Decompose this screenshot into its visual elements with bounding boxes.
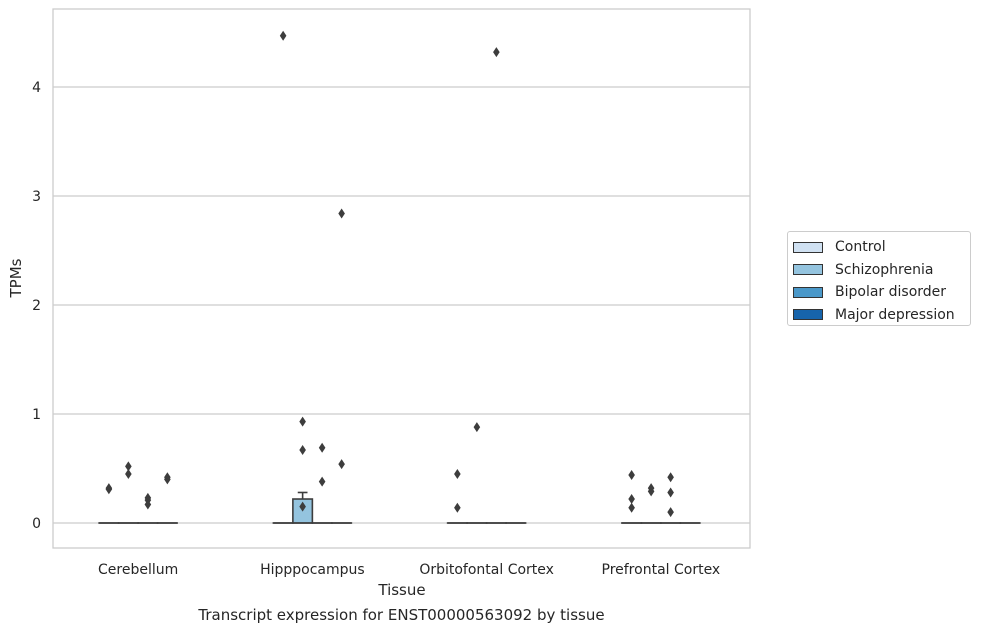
x-tick-label: Hipppocampus bbox=[260, 562, 365, 578]
x-tick-labels: Cerebellum Hipppocampus Orbitofontal Corte… bbox=[98, 562, 720, 578]
outlier-point bbox=[144, 499, 152, 510]
outlier-point bbox=[628, 494, 635, 505]
x-tick-label: Cerebellum bbox=[98, 562, 178, 578]
outlier-point bbox=[318, 442, 326, 453]
outlier-point bbox=[454, 468, 461, 479]
outlier-point bbox=[318, 476, 326, 487]
outlier-point bbox=[667, 507, 674, 518]
gridlines bbox=[53, 86, 750, 524]
y-tick-label: 3 bbox=[32, 189, 41, 205]
outlier-point bbox=[454, 502, 461, 513]
legend-swatch bbox=[793, 241, 823, 253]
legend-item: Bipolar disorder bbox=[793, 281, 970, 304]
legend-label: Bipolar disorder bbox=[835, 284, 947, 301]
legend: Control Schizophrenia Bipolar disorder Majo… bbox=[787, 231, 971, 326]
x-tick-label: Prefrontal Cortex bbox=[602, 562, 721, 578]
y-tick-label: 1 bbox=[32, 407, 41, 423]
y-tick-labels: 0 1 2 3 4 bbox=[32, 80, 41, 532]
legend-item: Major depression bbox=[793, 304, 970, 327]
outliers-layer bbox=[105, 30, 674, 518]
legend-label: Major depression bbox=[835, 306, 955, 323]
outlier-point bbox=[299, 416, 306, 427]
y-tick-label: 2 bbox=[32, 298, 41, 314]
x-tick-label: Orbitofontal Cortex bbox=[419, 562, 554, 578]
boxes-layer bbox=[98, 491, 701, 524]
outlier-point bbox=[125, 468, 132, 479]
legend-swatch bbox=[793, 286, 823, 298]
outlier-point bbox=[105, 484, 113, 495]
outlier-point bbox=[125, 461, 132, 472]
legend-swatch bbox=[793, 264, 823, 276]
outlier-point bbox=[299, 444, 306, 455]
legend-label: Schizophrenia bbox=[835, 261, 934, 278]
outlier-point bbox=[338, 459, 345, 470]
outlier-point bbox=[299, 501, 306, 512]
y-tick-label: 4 bbox=[32, 80, 41, 96]
outlier-point bbox=[279, 30, 287, 41]
outlier-point bbox=[667, 487, 674, 498]
legend-item: Schizophrenia bbox=[793, 259, 970, 282]
outlier-point bbox=[667, 472, 674, 483]
legend-item: Control bbox=[793, 236, 970, 259]
legend-swatch bbox=[793, 309, 823, 321]
outlier-point bbox=[628, 470, 635, 481]
legend-label: Control bbox=[835, 239, 886, 256]
outlier-point bbox=[647, 486, 655, 497]
plot-area-frame bbox=[52, 8, 751, 549]
y-axis-label: TPMs bbox=[7, 258, 25, 298]
outlier-point bbox=[473, 422, 481, 433]
outlier-point bbox=[164, 474, 171, 485]
x-axis-label: Tissue bbox=[377, 581, 425, 599]
outlier-point bbox=[628, 502, 635, 513]
chart-caption: Transcript expression for ENST0000056309… bbox=[198, 606, 605, 624]
outlier-point bbox=[338, 208, 345, 219]
y-tick-label: 0 bbox=[32, 516, 41, 532]
outlier-point bbox=[493, 47, 500, 58]
